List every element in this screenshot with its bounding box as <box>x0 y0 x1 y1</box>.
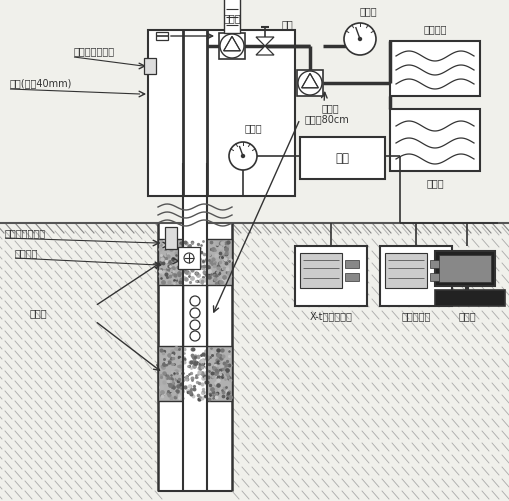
Bar <box>389 41 479 96</box>
Bar <box>296 70 322 96</box>
Text: 压力表: 压力表 <box>358 6 376 16</box>
Text: 封隔器: 封隔器 <box>30 308 47 318</box>
Circle shape <box>219 34 243 58</box>
Circle shape <box>190 320 200 330</box>
Circle shape <box>190 308 200 318</box>
Bar <box>299 253 342 288</box>
Bar <box>344 273 358 281</box>
Bar <box>223 0 240 33</box>
Text: 磁带记录仪: 磁带记录仪 <box>401 311 430 321</box>
Text: 钢管(内径40mm): 钢管(内径40mm) <box>10 78 72 88</box>
Circle shape <box>190 331 200 341</box>
Bar <box>148 30 294 196</box>
Circle shape <box>344 23 375 55</box>
Bar <box>344 260 358 268</box>
Bar <box>379 246 451 306</box>
Text: 井下压力传感器: 井下压力传感器 <box>5 228 46 238</box>
Circle shape <box>297 71 321 95</box>
Bar <box>294 246 366 306</box>
Bar <box>384 253 426 288</box>
Circle shape <box>190 296 200 306</box>
Bar <box>158 346 232 401</box>
Bar <box>429 273 443 281</box>
Bar <box>218 33 244 59</box>
Bar <box>158 223 232 491</box>
Bar <box>156 32 167 40</box>
Text: 井下阀门: 井下阀门 <box>15 248 38 258</box>
Circle shape <box>229 142 257 170</box>
Bar <box>429 260 443 268</box>
Circle shape <box>241 154 244 157</box>
Text: X-t数据记录仪: X-t数据记录仪 <box>309 311 352 321</box>
Bar <box>178 247 200 269</box>
Bar <box>183 285 207 346</box>
Bar <box>158 239 232 285</box>
Bar <box>434 290 504 306</box>
Polygon shape <box>256 37 273 46</box>
Text: 蓄能器: 蓄能器 <box>426 178 443 188</box>
Bar <box>183 163 207 491</box>
Text: 高压水泵: 高压水泵 <box>422 24 446 34</box>
Polygon shape <box>256 46 273 55</box>
Bar <box>165 227 177 249</box>
Text: 流量计: 流量计 <box>223 13 240 23</box>
Text: 压力表: 压力表 <box>244 123 261 133</box>
Text: 水泵: 水泵 <box>335 151 349 164</box>
Bar <box>144 58 156 74</box>
Text: 流量计: 流量计 <box>321 103 338 113</box>
Bar <box>299 137 384 179</box>
Text: 地面压力传感器: 地面压力传感器 <box>74 46 115 56</box>
Text: 阀门: 阀门 <box>280 19 292 29</box>
Bar <box>438 255 490 282</box>
Bar <box>434 251 494 286</box>
Text: 试验段80cm: 试验段80cm <box>304 114 349 124</box>
Bar <box>389 109 479 171</box>
Text: 计算机: 计算机 <box>458 311 475 321</box>
Circle shape <box>358 38 361 41</box>
